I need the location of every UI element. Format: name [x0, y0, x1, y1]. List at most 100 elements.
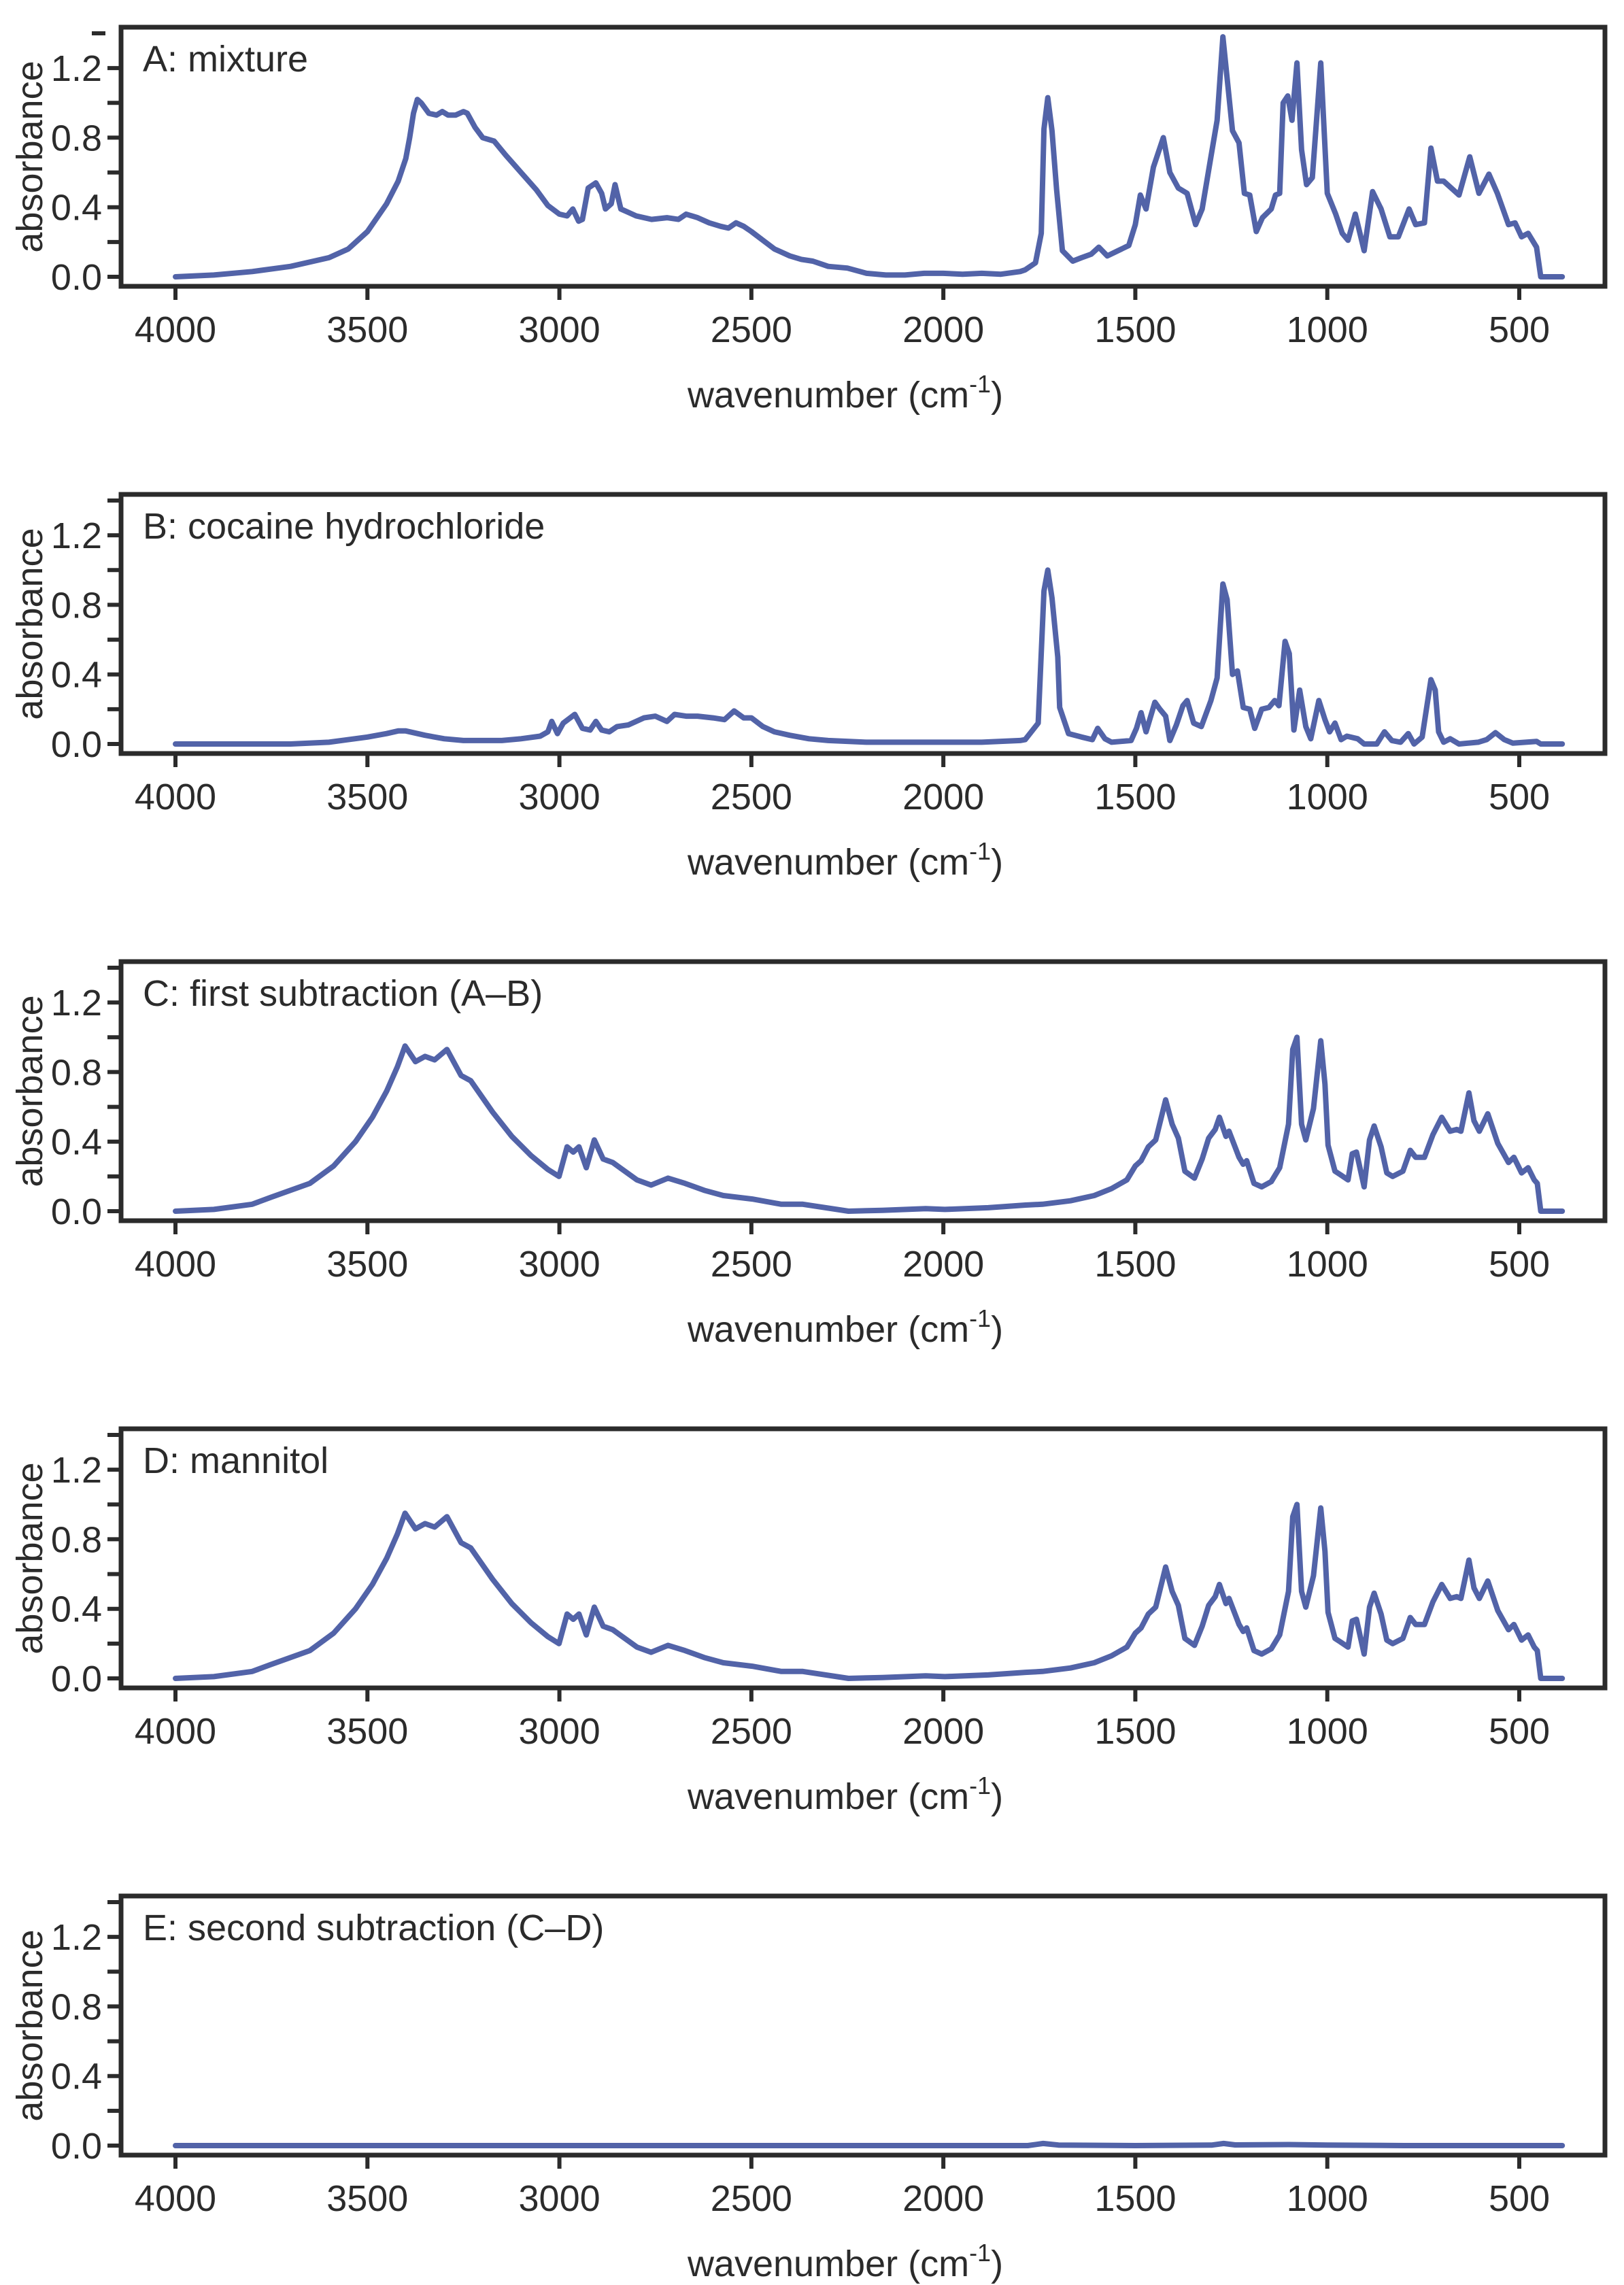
x-tick-label: 3000 [519, 1711, 600, 1752]
panel-e: 0.0 0.4 0.8 1.2 4000 3500 3000 2500 2000 1500 1000… [10, 1893, 1608, 2284]
x-axis-title: wavenumber (cm-1) [687, 370, 1003, 416]
y-tick-label: 0.4 [51, 655, 102, 696]
x-tick-label: 3000 [519, 309, 600, 350]
x-tick-label: 1000 [1287, 309, 1368, 350]
spectrum-line [173, 1034, 1566, 1214]
x-axis-title: wavenumber (cm-1) [687, 837, 1003, 883]
x-tick-label: 500 [1489, 777, 1550, 817]
x-axis-title-superscript: -1 [969, 837, 991, 865]
panel-c: 0.0 0.4 0.8 1.2 4000 3500 3000 2500 2000 1500 1000… [10, 959, 1608, 1350]
x-tick-label: 3000 [519, 2178, 600, 2219]
plot-frame [118, 24, 1608, 289]
y-tick-label: 0.8 [51, 585, 102, 626]
x-tick-label: 500 [1489, 1711, 1550, 1752]
x-tick-label: 4000 [135, 309, 216, 350]
y-tick-label: 0.8 [51, 1519, 102, 1560]
y-tick-label: 1.2 [51, 1450, 102, 1491]
y-tick-label: 0.0 [51, 2126, 102, 2167]
x-tick-label: 2000 [902, 1244, 984, 1285]
x-tick-label: 1500 [1094, 2178, 1176, 2219]
y-tick-label: 1.2 [51, 48, 102, 89]
panel-title: E: second subtraction (C–D) [143, 1908, 604, 1948]
y-axis-title: absorbance [10, 1462, 50, 1654]
y-tick-label: 1.2 [51, 983, 102, 1023]
x-axis-title: wavenumber (cm-1) [687, 1304, 1003, 1350]
x-tick-label: 4000 [135, 1711, 216, 1752]
x-axis-title: wavenumber (cm-1) [687, 1772, 1003, 1817]
x-tick-label: 2000 [902, 2178, 984, 2219]
x-tick-label: 3000 [519, 1244, 600, 1285]
y-axis-title: absorbance [10, 1929, 50, 2121]
x-tick-label: 4000 [135, 2178, 216, 2219]
x-axis-title-close: ) [991, 375, 1003, 416]
x-tick-label: 4000 [135, 1244, 216, 1285]
y-tick-label: 0.0 [51, 1659, 102, 1699]
y-tick-label: 0.8 [51, 1986, 102, 2027]
x-tick-label: 1500 [1094, 309, 1176, 350]
x-tick-label: 500 [1489, 2178, 1550, 2219]
x-tick-label: 500 [1489, 1244, 1550, 1285]
x-tick-label: 1500 [1094, 1711, 1176, 1752]
x-axis-title-close: ) [991, 2244, 1003, 2284]
x-tick-label: 3500 [326, 2178, 408, 2219]
x-tick-label: 3500 [326, 1244, 408, 1285]
x-tick-label: 2500 [711, 1244, 792, 1285]
y-tick-label: 0.8 [51, 118, 102, 158]
x-tick-label: 1000 [1287, 1711, 1368, 1752]
x-axis-title-text: wavenumber (cm [687, 1309, 969, 1350]
x-tick-label: 1500 [1094, 1244, 1176, 1285]
panel-d: 0.0 0.4 0.8 1.2 4000 3500 3000 2500 2000 1500 1000… [10, 1426, 1608, 1817]
panel-title: A: mixture [143, 39, 308, 80]
x-axis-title-superscript: -1 [969, 2239, 991, 2267]
y-tick-label: 1.2 [51, 1917, 102, 1958]
y-axis-title: absorbance [10, 61, 50, 252]
x-axis-title-superscript: -1 [969, 1772, 991, 1799]
x-axis-title-close: ) [991, 842, 1003, 883]
x-axis-title-text: wavenumber (cm [687, 2244, 969, 2284]
y-tick-label: 0.4 [51, 188, 102, 228]
y-tick-label: 0.0 [51, 1191, 102, 1232]
y-axis-title: absorbance [10, 528, 50, 720]
y-tick-label: 0.0 [51, 257, 102, 298]
panel-title: D: mannitol [143, 1440, 328, 1481]
x-axis-title-close: ) [991, 1776, 1003, 1817]
x-tick-label: 2000 [902, 777, 984, 817]
x-axis-title-text: wavenumber (cm [687, 1776, 969, 1817]
spectrum-line [173, 1502, 1566, 1681]
x-tick-label: 3000 [519, 777, 600, 817]
x-tick-label: 1500 [1094, 777, 1176, 817]
panel-title: B: cocaine hydrochloride [143, 506, 545, 547]
x-tick-label: 3500 [326, 777, 408, 817]
x-tick-label: 1000 [1287, 1244, 1368, 1285]
y-tick-label: 0.8 [51, 1052, 102, 1093]
panel-b: 0.0 0.4 0.8 1.2 4000 3500 3000 2500 2000 1500 1000… [10, 492, 1608, 883]
spectrum-line [173, 34, 1566, 280]
y-tick-label: 0.4 [51, 1589, 102, 1630]
x-axis-title-text: wavenumber (cm [687, 842, 969, 883]
spectrum-line [173, 2140, 1566, 2148]
x-tick-label: 2500 [711, 2178, 792, 2219]
x-axis-title-superscript: -1 [969, 370, 991, 398]
spectrum-line [173, 567, 1566, 747]
plot-frame [118, 492, 1608, 756]
y-tick-label: 1.2 [51, 515, 102, 556]
plot-frame [118, 1426, 1608, 1691]
x-axis-title-text: wavenumber (cm [687, 375, 969, 416]
x-tick-label: 3500 [326, 1711, 408, 1752]
y-tick-label: 0.4 [51, 1122, 102, 1163]
y-axis-title: absorbance [10, 995, 50, 1187]
plot-frame [118, 959, 1608, 1223]
x-axis-title: wavenumber (cm-1) [687, 2239, 1003, 2284]
x-tick-label: 1000 [1287, 2178, 1368, 2219]
plot-frame [118, 1893, 1608, 2158]
x-tick-label: 2500 [711, 1711, 792, 1752]
x-tick-label: 1000 [1287, 777, 1368, 817]
y-tick-label: 0.4 [51, 2056, 102, 2097]
x-tick-label: 3500 [326, 309, 408, 350]
y-tick-label: 0.0 [51, 724, 102, 765]
x-tick-label: 2000 [902, 309, 984, 350]
x-tick-label: 2500 [711, 777, 792, 817]
x-tick-label: 2000 [902, 1711, 984, 1752]
x-axis-title-close: ) [991, 1309, 1003, 1350]
